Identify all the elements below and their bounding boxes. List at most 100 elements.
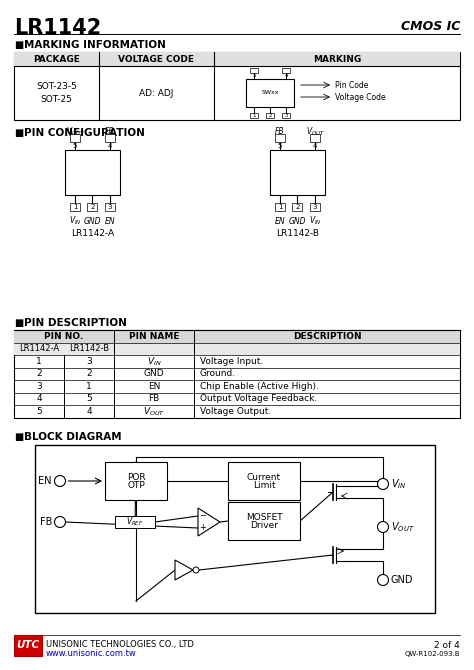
Bar xyxy=(35,445,435,613)
Bar xyxy=(250,113,258,118)
Text: 4: 4 xyxy=(36,394,42,403)
Text: 5: 5 xyxy=(252,73,256,78)
Text: ■: ■ xyxy=(14,432,23,442)
Text: AD: ADJ: AD: ADJ xyxy=(139,88,173,98)
Text: 2: 2 xyxy=(295,204,300,210)
Circle shape xyxy=(193,567,199,573)
Text: −: − xyxy=(200,511,207,521)
Text: 1: 1 xyxy=(86,382,92,391)
Text: +: + xyxy=(200,523,207,533)
Bar xyxy=(228,462,300,500)
Text: EN: EN xyxy=(105,216,115,226)
Bar xyxy=(14,635,42,656)
Text: Chip Enable (Active High).: Chip Enable (Active High). xyxy=(200,382,319,391)
Circle shape xyxy=(377,574,389,586)
Text: Driver: Driver xyxy=(250,521,278,531)
Text: PIN CONFIGURATION: PIN CONFIGURATION xyxy=(24,128,145,138)
Text: ■: ■ xyxy=(14,40,23,50)
Text: Voltage Code: Voltage Code xyxy=(335,92,386,101)
Polygon shape xyxy=(175,560,193,580)
Text: 1: 1 xyxy=(278,204,282,210)
Bar xyxy=(14,330,460,417)
Text: $V_{OUT}$: $V_{OUT}$ xyxy=(143,405,165,417)
Text: Limit: Limit xyxy=(253,482,275,490)
Text: PIN NO.: PIN NO. xyxy=(45,332,83,341)
Text: GND: GND xyxy=(391,575,413,585)
Text: $V_{REF}$: $V_{REF}$ xyxy=(126,516,144,528)
Text: 4: 4 xyxy=(284,73,288,78)
Bar xyxy=(275,203,285,211)
Bar xyxy=(65,150,120,195)
Text: $V_{OUT}$: $V_{OUT}$ xyxy=(65,126,84,138)
Text: Current: Current xyxy=(247,472,281,482)
Text: FB: FB xyxy=(105,127,115,137)
Text: Voltage Input.: Voltage Input. xyxy=(200,356,263,366)
Text: SWxx: SWxx xyxy=(261,90,279,96)
Bar xyxy=(266,113,274,118)
Bar xyxy=(88,203,98,211)
Bar xyxy=(14,52,460,66)
Text: $V_{OUT}$: $V_{OUT}$ xyxy=(306,126,325,138)
Text: www.unisonic.com.tw: www.unisonic.com.tw xyxy=(46,649,137,659)
Text: LR1142-B: LR1142-B xyxy=(69,344,109,353)
Text: 2: 2 xyxy=(36,369,42,379)
Text: FB: FB xyxy=(40,517,52,527)
Bar xyxy=(310,134,320,142)
Text: OTP: OTP xyxy=(127,482,145,490)
Text: DESCRIPTION: DESCRIPTION xyxy=(292,332,361,341)
Text: 5: 5 xyxy=(86,394,92,403)
Text: CMOS IC: CMOS IC xyxy=(401,20,460,33)
Text: ■: ■ xyxy=(14,318,23,328)
Text: Voltage Output.: Voltage Output. xyxy=(200,407,271,416)
Text: BLOCK DIAGRAM: BLOCK DIAGRAM xyxy=(24,432,122,442)
Text: LR1142-A: LR1142-A xyxy=(71,228,114,237)
Text: $V_{IN}$: $V_{IN}$ xyxy=(309,215,321,227)
Bar xyxy=(270,150,325,195)
Circle shape xyxy=(55,476,65,486)
Text: Pin Code: Pin Code xyxy=(335,80,368,90)
Bar xyxy=(228,502,300,540)
Bar xyxy=(105,462,167,500)
Text: 4: 4 xyxy=(86,407,92,416)
Text: 5: 5 xyxy=(278,143,282,149)
Text: 1: 1 xyxy=(73,204,77,210)
Text: $V_{IN}$: $V_{IN}$ xyxy=(391,477,407,491)
Bar xyxy=(250,68,258,73)
Text: 2 of 4: 2 of 4 xyxy=(434,641,460,649)
Text: LR1142-B: LR1142-B xyxy=(276,228,319,237)
Circle shape xyxy=(377,478,389,490)
Bar xyxy=(14,342,460,355)
Text: Ground.: Ground. xyxy=(200,369,236,379)
Text: FB: FB xyxy=(275,127,285,137)
Text: $V_{IN}$: $V_{IN}$ xyxy=(69,215,82,227)
Bar xyxy=(70,134,80,142)
Bar xyxy=(246,79,294,107)
Bar xyxy=(282,68,290,73)
Bar xyxy=(282,113,290,118)
Text: 2: 2 xyxy=(91,204,95,210)
Bar xyxy=(310,203,320,211)
Bar xyxy=(105,203,115,211)
Text: MOSFET: MOSFET xyxy=(246,513,283,521)
Text: 2: 2 xyxy=(86,369,92,379)
Text: 5: 5 xyxy=(73,143,77,149)
Text: 4: 4 xyxy=(313,143,317,149)
Text: GND: GND xyxy=(289,216,306,226)
Circle shape xyxy=(55,517,65,527)
Text: UNISONIC TECHNOLOGIES CO., LTD: UNISONIC TECHNOLOGIES CO., LTD xyxy=(46,641,194,649)
Text: 3: 3 xyxy=(36,382,42,391)
Bar xyxy=(292,203,302,211)
Bar xyxy=(275,134,285,142)
Text: Output Voltage Feedback.: Output Voltage Feedback. xyxy=(200,394,317,403)
Text: 1: 1 xyxy=(252,113,256,118)
Text: MARKING INFORMATION: MARKING INFORMATION xyxy=(24,40,166,50)
Text: GND: GND xyxy=(144,369,164,379)
Text: 3: 3 xyxy=(284,113,288,118)
Text: EN: EN xyxy=(38,476,52,486)
Polygon shape xyxy=(198,508,220,536)
Text: LR1142: LR1142 xyxy=(14,18,101,38)
Bar xyxy=(14,52,460,120)
Text: FB: FB xyxy=(148,394,160,403)
Bar xyxy=(115,516,155,528)
Text: LR1142-A: LR1142-A xyxy=(19,344,59,353)
